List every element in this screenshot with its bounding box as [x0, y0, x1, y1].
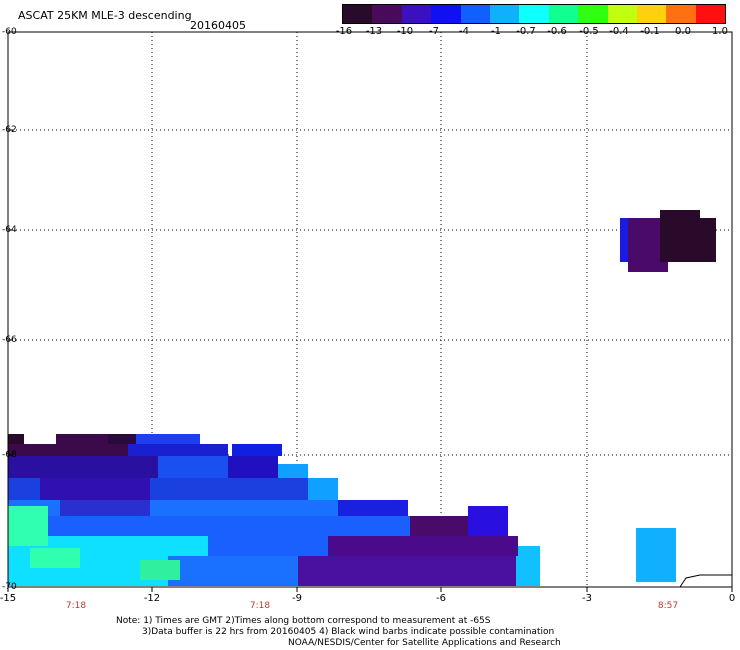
color-scale-swatch: [460, 5, 490, 23]
longitude-label: -6: [436, 593, 446, 604]
wind-data-cell: [8, 500, 338, 516]
wind-data-cell: [8, 506, 48, 546]
latitude-label: -64: [2, 225, 17, 235]
longitude-label: -15: [0, 593, 17, 604]
map-date: 20160405: [190, 19, 246, 32]
wind-data-cell: [40, 478, 150, 500]
wind-data-cell: [158, 456, 228, 478]
wind-data-cell: [410, 516, 470, 536]
color-scale-swatch: [578, 5, 608, 23]
latitude-label: -66: [2, 335, 17, 345]
wind-data-cell: [56, 434, 108, 444]
color-scale-swatch: [372, 5, 402, 23]
wind-data-cell: [60, 500, 150, 516]
wind-data-cell: [298, 556, 516, 586]
color-scale-swatch: [343, 5, 373, 23]
color-scale-swatch: [636, 5, 667, 23]
time-label: 7:18: [249, 601, 271, 611]
latitude-label: -60: [2, 27, 17, 37]
wind-data-cell: [8, 444, 128, 456]
longitude-label: -3: [582, 593, 592, 604]
color-scale-swatch: [489, 5, 520, 23]
longitude-label: 0: [728, 593, 736, 604]
wind-data-cell: [8, 516, 468, 536]
wind-data-cell: [636, 528, 676, 582]
color-scale-bar: [342, 4, 726, 24]
color-scale-swatch: [607, 5, 637, 23]
color-scale-swatch: [666, 5, 696, 23]
coastline: [679, 574, 732, 588]
color-scale-swatch: [519, 5, 549, 23]
wind-data-cell: [328, 536, 518, 556]
plot-frame: [7, 31, 733, 588]
wind-data-cell: [278, 464, 308, 478]
wind-data-cell: [8, 434, 24, 444]
footnote: Note: 1) Times are GMT 2)Times along bot…: [116, 616, 561, 649]
wind-data-cell: [128, 444, 228, 456]
color-scale-swatch: [695, 5, 726, 23]
wind-data-cell: [232, 444, 282, 456]
wind-data-cell: [108, 434, 136, 444]
wind-data-cell: [308, 478, 338, 500]
longitude-label: -12: [143, 593, 161, 604]
color-scale-swatch: [401, 5, 432, 23]
wind-data-cell: [468, 506, 508, 536]
wind-data-cell: [228, 456, 278, 478]
latitude-label: -70: [2, 582, 17, 592]
wind-data-cell: [140, 560, 180, 580]
longitude-label: -9: [292, 593, 302, 604]
note-line-1: Note: 1) Times are GMT 2)Times along bot…: [116, 616, 491, 626]
time-label: 8:57: [657, 601, 679, 611]
wind-data-cell: [8, 456, 158, 478]
latitude-label: -62: [2, 125, 17, 135]
wind-data-cell: [516, 556, 540, 586]
map-title: ASCAT 25KM MLE-3 descending: [18, 9, 192, 22]
note-line-3: NOAA/NESDIS/Center for Satellite Applica…: [288, 638, 561, 648]
color-scale-swatch: [431, 5, 461, 23]
wind-data-cell: [208, 536, 328, 556]
wind-data-cell: [136, 434, 200, 444]
wind-data-cell: [676, 218, 716, 262]
color-scale-swatch: [548, 5, 579, 23]
time-label: 7:18: [65, 601, 87, 611]
wind-data-cell: [30, 548, 80, 568]
note-line-2: 3)Data buffer is 22 hrs from 20160405 4)…: [142, 627, 555, 637]
wind-data-cell: [338, 500, 408, 516]
latitude-label: -68: [2, 450, 17, 460]
wind-data-cell: [168, 556, 298, 586]
